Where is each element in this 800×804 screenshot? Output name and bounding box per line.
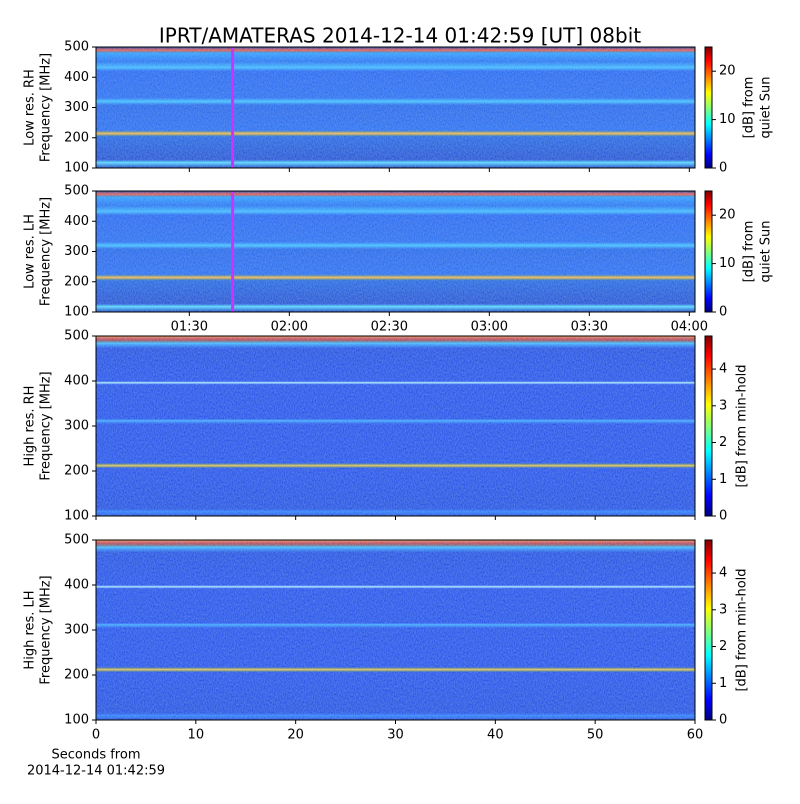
y-axis-label: Frequency [MHz]	[39, 575, 54, 684]
y-axis-label: Low res. RH	[23, 69, 38, 146]
colorbar-tick-label: 0	[719, 509, 727, 524]
colorbar-label: quiet Sun	[759, 220, 774, 282]
x-axis-label: Seconds from	[51, 748, 140, 763]
colorbar-label: [dB] from min-hold	[735, 568, 750, 691]
colorbar-tick-label: 1	[719, 472, 727, 487]
colorbar-tick-label: 2	[719, 639, 727, 654]
x-tick-label: 01:30	[171, 320, 208, 335]
y-tick-label: 500	[64, 533, 89, 548]
colorbar	[704, 46, 713, 169]
x-tick-label: 30	[387, 728, 404, 743]
y-tick-label: 100	[64, 161, 89, 176]
y-axis-label: Frequency [MHz]	[39, 197, 54, 306]
x-tick-label: 40	[487, 728, 504, 743]
y-tick-label: 500	[64, 184, 89, 199]
x-axis-label: 2014-12-14 01:42:59	[27, 764, 165, 779]
colorbar-tick-label: 1	[719, 676, 727, 691]
colorbar-label: [dB] from	[742, 221, 757, 283]
x-tick-label: 02:30	[371, 320, 408, 335]
x-tick-label: 60	[687, 728, 704, 743]
y-tick-label: 200	[64, 130, 89, 145]
y-tick-label: 100	[64, 305, 89, 320]
x-tick-label: 10	[188, 728, 205, 743]
colorbar-tick-label: 0	[719, 305, 727, 320]
colorbar-label: [dB] from min-hold	[735, 364, 750, 487]
spectrogram-image	[96, 191, 695, 312]
y-axis-label: Low res. LH	[23, 214, 38, 289]
colorbar-tick-label: 4	[719, 362, 727, 377]
colorbar-tick-label: 3	[719, 398, 727, 413]
colorbar-tick-label: 20	[719, 64, 736, 79]
y-tick-label: 300	[64, 419, 89, 434]
y-tick-label: 400	[64, 214, 89, 229]
x-tick-label: 03:00	[471, 320, 508, 335]
colorbar-tick-label: 4	[719, 566, 727, 581]
spectrogram-image	[96, 47, 695, 168]
y-tick-label: 400	[64, 374, 89, 389]
y-tick-label: 100	[64, 509, 89, 524]
y-axis-label: Frequency [MHz]	[39, 371, 54, 480]
y-tick-label: 300	[64, 100, 89, 115]
y-tick-label: 100	[64, 713, 89, 728]
colorbar	[704, 335, 713, 517]
colorbar-tick-label: 20	[719, 208, 736, 223]
y-tick-label: 200	[64, 464, 89, 479]
y-tick-label: 400	[64, 70, 89, 85]
colorbar	[704, 190, 713, 313]
colorbar-label: [dB] from	[742, 77, 757, 139]
colorbar-tick-label: 3	[719, 602, 727, 617]
x-tick-label: 50	[587, 728, 604, 743]
figure-title: IPRT/AMATERAS 2014-12-14 01:42:59 [UT] 0…	[159, 24, 641, 48]
spectrogram-image	[96, 336, 695, 516]
colorbar-tick-label: 10	[719, 256, 736, 271]
spectrogram-image	[96, 540, 695, 720]
y-tick-label: 500	[64, 40, 89, 55]
x-tick-label: 20	[287, 728, 304, 743]
x-tick-label: 04:00	[671, 320, 708, 335]
y-tick-label: 200	[64, 668, 89, 683]
colorbar-tick-label: 10	[719, 112, 736, 127]
y-axis-label: High res. LH	[23, 590, 38, 669]
colorbar	[704, 539, 713, 721]
y-tick-label: 200	[64, 274, 89, 289]
y-axis-label: Frequency [MHz]	[39, 53, 54, 162]
y-axis-label: High res. RH	[23, 386, 38, 467]
colorbar-label: quiet Sun	[759, 76, 774, 138]
x-tick-label: 02:00	[271, 320, 308, 335]
y-tick-label: 400	[64, 578, 89, 593]
y-tick-label: 300	[64, 623, 89, 638]
y-tick-label: 500	[64, 329, 89, 344]
colorbar-tick-label: 2	[719, 435, 727, 450]
x-tick-label: 03:30	[571, 320, 608, 335]
colorbar-tick-label: 0	[719, 161, 727, 176]
y-tick-label: 300	[64, 244, 89, 259]
x-tick-label: 0	[92, 728, 100, 743]
colorbar-tick-label: 0	[719, 713, 727, 728]
